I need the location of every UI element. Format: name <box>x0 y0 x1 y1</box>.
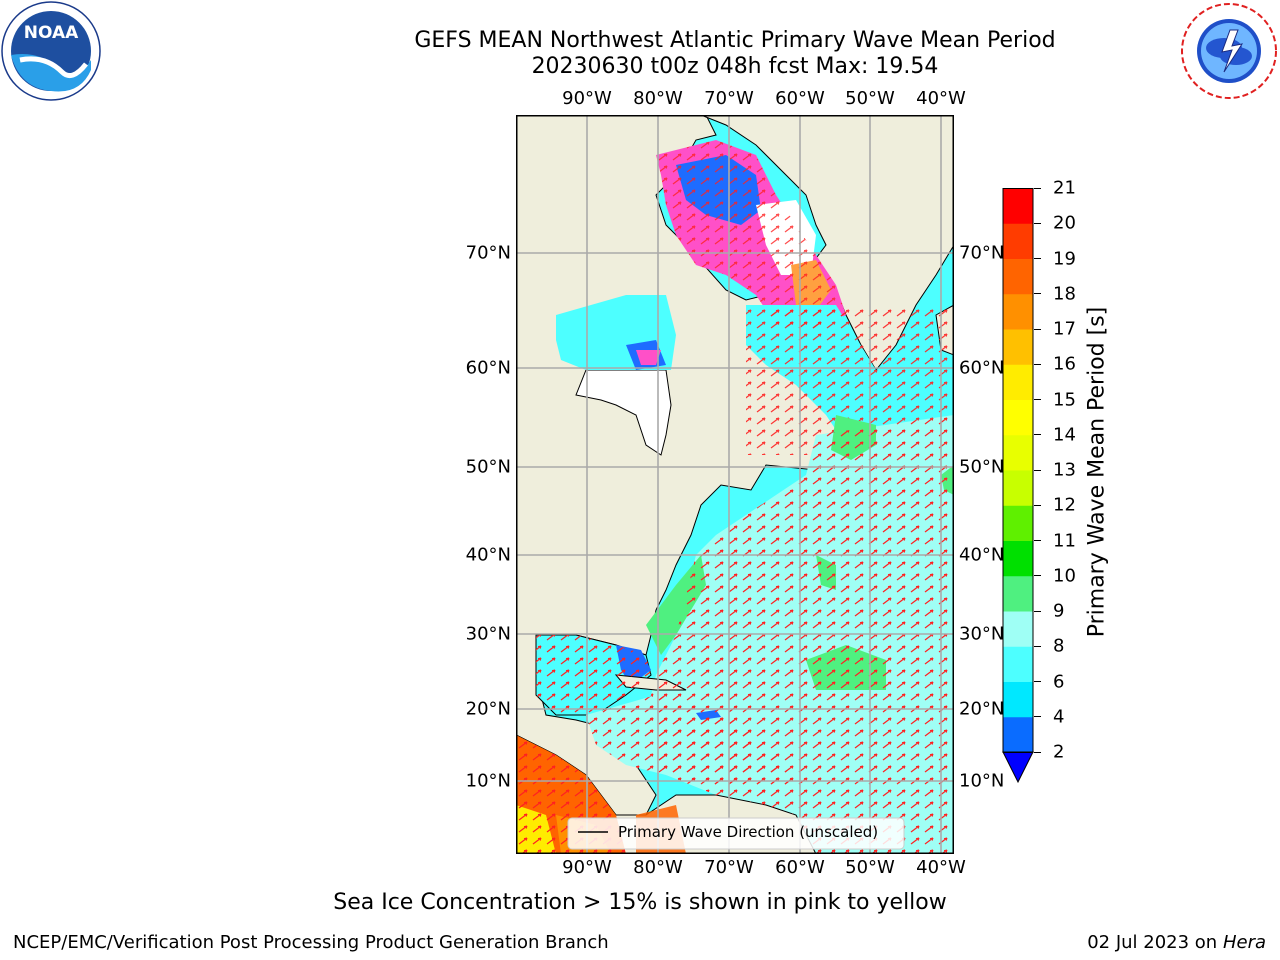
noaa-logo-text: NOAA <box>24 23 79 43</box>
map-title: GEFS MEAN Northwest Atlantic Primary Wav… <box>414 28 1056 53</box>
colorbar-tick <box>1034 258 1041 259</box>
footer-date: 02 Jul 2023 on <box>1087 932 1223 953</box>
colorbar-tick-label: 14 <box>1053 424 1076 446</box>
sea-ice-note: Sea Ice Concentration > 15% is shown in … <box>333 890 947 915</box>
lon-label-bottom: 90°W <box>562 857 612 878</box>
colorbar-segment <box>1003 188 1033 224</box>
colorbar-segment <box>1003 575 1033 612</box>
colorbar-tick <box>1034 751 1041 753</box>
colorbar-tick-label: 12 <box>1053 494 1076 516</box>
lat-label-right: 70°N <box>959 242 1005 264</box>
colorbar-label: Primary Wave Mean Period [s] <box>1084 306 1110 638</box>
colorbar-segment <box>1003 258 1033 295</box>
noaa-logo: NOAA <box>0 0 102 102</box>
colorbar-tick <box>1034 469 1041 471</box>
colorbar-segment <box>1003 223 1033 259</box>
colorbar-tick <box>1034 222 1041 224</box>
lat-label-left: 70°N <box>465 242 511 264</box>
lon-label-top: 40°W <box>916 88 966 109</box>
colorbar-tick <box>1034 575 1041 577</box>
lon-label-top: 80°W <box>633 88 683 109</box>
lat-label-right: 10°N <box>959 770 1005 792</box>
colorbar-extend <box>1002 751 1034 784</box>
colorbar-tick-label: 2 <box>1053 741 1065 763</box>
colorbar-tick-label: 17 <box>1053 318 1076 340</box>
hudson-bay <box>575 369 672 456</box>
lon-label-top: 50°W <box>845 88 895 109</box>
colorbar-tick-label: 6 <box>1053 671 1065 692</box>
colorbar-tick <box>1034 434 1041 436</box>
map-frame: Primary Wave Direction (unscaled) <box>516 115 954 854</box>
colorbar-tick-label: 13 <box>1053 459 1076 481</box>
lat-label-right: 60°N <box>959 357 1005 379</box>
colorbar-segment <box>1003 329 1033 365</box>
lon-label-bottom: 70°W <box>704 857 754 878</box>
lat-label-right: 40°N <box>959 544 1005 566</box>
colorbar-tick <box>1034 540 1041 541</box>
colorbar-segment <box>1003 293 1033 330</box>
colorbar-segment <box>1003 399 1033 436</box>
map-legend <box>567 817 905 850</box>
colorbar-segment <box>1003 505 1033 541</box>
colorbar-tick-label: 15 <box>1053 389 1076 410</box>
colorbar-tick <box>1034 187 1041 189</box>
colorbar-tick <box>1034 399 1041 400</box>
colorbar-tick-label: 18 <box>1053 283 1076 305</box>
colorbar-segment <box>1003 716 1033 753</box>
colorbar-tick-label: 19 <box>1053 248 1076 269</box>
colorbar-tick-label: 21 <box>1053 177 1076 199</box>
colorbar-tick <box>1034 610 1041 612</box>
lon-label-bottom: 50°W <box>845 857 895 878</box>
lon-label-bottom: 60°W <box>775 857 825 878</box>
colorbar-tick <box>1034 504 1041 506</box>
colorbar-segment <box>1003 434 1033 471</box>
colorbar-segment <box>1003 540 1033 577</box>
lat-label-left: 20°N <box>465 698 511 720</box>
colorbar-tick-label: 20 <box>1053 212 1076 234</box>
lat-label-left: 50°N <box>465 456 511 478</box>
colorbar-segment <box>1003 646 1033 682</box>
legend-label: Primary Wave Direction (unscaled) <box>618 823 878 841</box>
colorbar-tick-label: 11 <box>1053 530 1076 551</box>
nws-logo <box>1178 0 1280 102</box>
lon-label-bottom: 40°W <box>916 857 966 878</box>
colorbar-tick-label: 10 <box>1053 565 1076 587</box>
footer-machine: Hera <box>1222 932 1266 953</box>
colorbar-tick-label: 16 <box>1053 353 1076 375</box>
colorbar-segment <box>1003 611 1033 647</box>
lat-label-right: 20°N <box>959 698 1005 720</box>
map-plot: Primary Wave Direction (unscaled) <box>516 115 954 854</box>
colorbar-tick <box>1034 328 1041 330</box>
colorbar-tick <box>1034 645 1041 647</box>
map-subtitle: 20230630 t00z 048h fcst Max: 19.54 <box>531 54 939 79</box>
colorbar-tick <box>1034 363 1041 365</box>
footer-timestamp: 02 Jul 2023 on Hera <box>1087 932 1266 953</box>
lat-label-left: 30°N <box>465 623 511 645</box>
colorbar-tick-label: 9 <box>1053 600 1065 622</box>
colorbar-segment <box>1003 364 1033 400</box>
map-gridlines <box>516 115 954 854</box>
colorbar-tick-label: 8 <box>1053 635 1065 657</box>
lat-label-right: 30°N <box>959 623 1005 645</box>
lon-label-top: 60°W <box>775 88 825 109</box>
lon-label-top: 70°W <box>704 88 754 109</box>
lon-label-top: 90°W <box>562 88 612 109</box>
lon-label-bottom: 80°W <box>633 857 683 878</box>
colorbar <box>1002 188 1034 784</box>
colorbar-segment <box>1003 470 1033 506</box>
lat-label-left: 60°N <box>465 357 511 379</box>
colorbar-tick <box>1034 716 1041 718</box>
lat-label-left: 40°N <box>465 544 511 566</box>
lat-label-right: 50°N <box>959 456 1005 478</box>
colorbar-tick-label: 4 <box>1053 706 1065 728</box>
colorbar-tick <box>1034 293 1041 295</box>
lat-label-left: 10°N <box>465 770 511 792</box>
footer-credit: NCEP/EMC/Verification Post Processing Pr… <box>13 932 609 953</box>
colorbar-tick <box>1034 681 1041 682</box>
colorbar-segment <box>1003 681 1033 718</box>
